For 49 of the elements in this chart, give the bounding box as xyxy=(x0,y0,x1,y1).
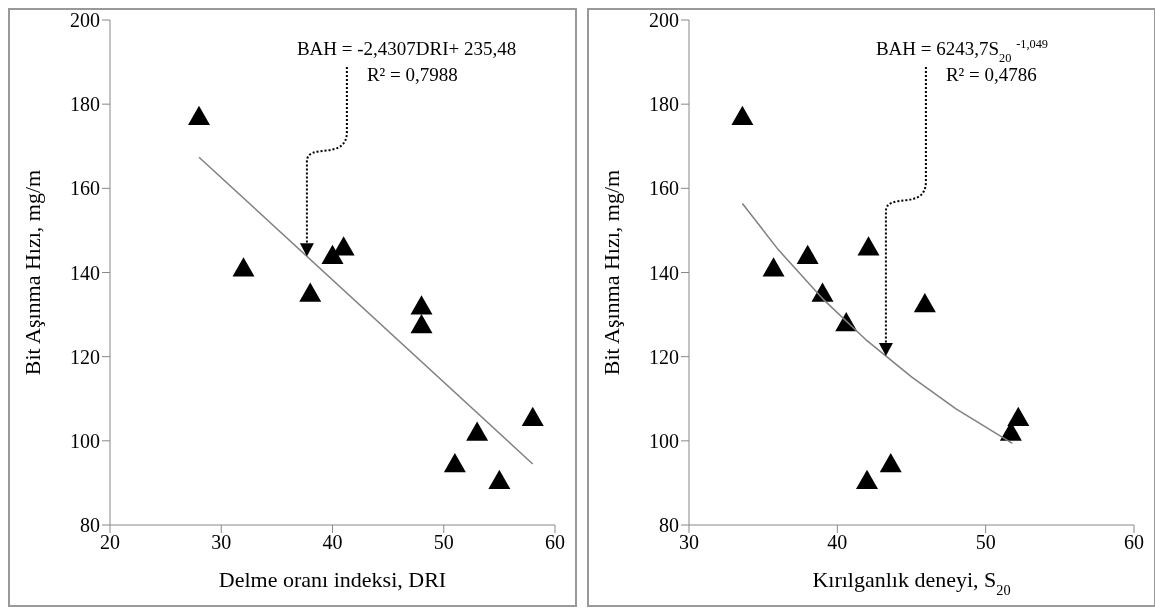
y-tick-label: 100 xyxy=(649,429,679,452)
point xyxy=(762,257,785,277)
y-axis-title: Bit Aşınma Hızı, mg/m xyxy=(20,169,45,376)
x-tick-label: 60 xyxy=(545,531,565,554)
x-tick-label: 60 xyxy=(1124,531,1144,554)
y-tick-label: 180 xyxy=(70,93,100,116)
point xyxy=(410,314,433,334)
point xyxy=(857,236,880,256)
x-tick-label: 40 xyxy=(322,531,343,554)
x-axis-title: Kırılganlık deneyi, S$_{20}$ xyxy=(812,567,1011,598)
point xyxy=(731,105,754,126)
y-tick-label: 160 xyxy=(70,177,100,200)
line-series xyxy=(741,202,1014,445)
y-tick-label: 120 xyxy=(649,345,679,368)
y-tick-label: 80 xyxy=(659,514,679,537)
x-tick-label: 30 xyxy=(211,531,232,554)
point xyxy=(879,452,902,473)
annotation: R² = 0,4786 xyxy=(945,64,1037,85)
x-axis-title: Delme oranı indeksi, DRI xyxy=(218,567,447,592)
point xyxy=(332,236,355,256)
y-tick-label: 80 xyxy=(80,514,100,537)
y-tick-label: 140 xyxy=(649,261,679,284)
point xyxy=(410,295,433,315)
point xyxy=(488,469,511,490)
y-tick-label: 180 xyxy=(649,93,679,116)
y-tick-label: 120 xyxy=(70,345,100,368)
point xyxy=(913,293,936,313)
x-tick-label: 50 xyxy=(433,531,454,554)
y-tick-label: 100 xyxy=(70,429,100,452)
point xyxy=(188,105,210,126)
x-tick-label: 20 xyxy=(100,531,120,554)
y-tick-label: 200 xyxy=(70,9,100,32)
point xyxy=(1007,406,1030,426)
point xyxy=(856,469,878,490)
y-axis-title: Bit Aşınma Hızı, mg/m xyxy=(599,169,624,376)
point xyxy=(521,406,544,426)
x-tick-label: 30 xyxy=(679,531,699,554)
point xyxy=(232,257,255,277)
point xyxy=(796,244,819,264)
x-tick-label: 40 xyxy=(827,531,848,554)
point xyxy=(299,282,322,302)
annotation: R² = 0,7988 xyxy=(366,64,458,85)
annotation: BAH = -2,4307DRI+ 235,48 xyxy=(296,38,517,59)
point xyxy=(466,421,489,441)
x-tick-label: 50 xyxy=(975,531,996,554)
y-tick-label: 140 xyxy=(70,261,100,284)
y-tick-label: 160 xyxy=(649,177,679,200)
y-tick-label: 200 xyxy=(649,9,679,32)
point xyxy=(443,452,466,473)
